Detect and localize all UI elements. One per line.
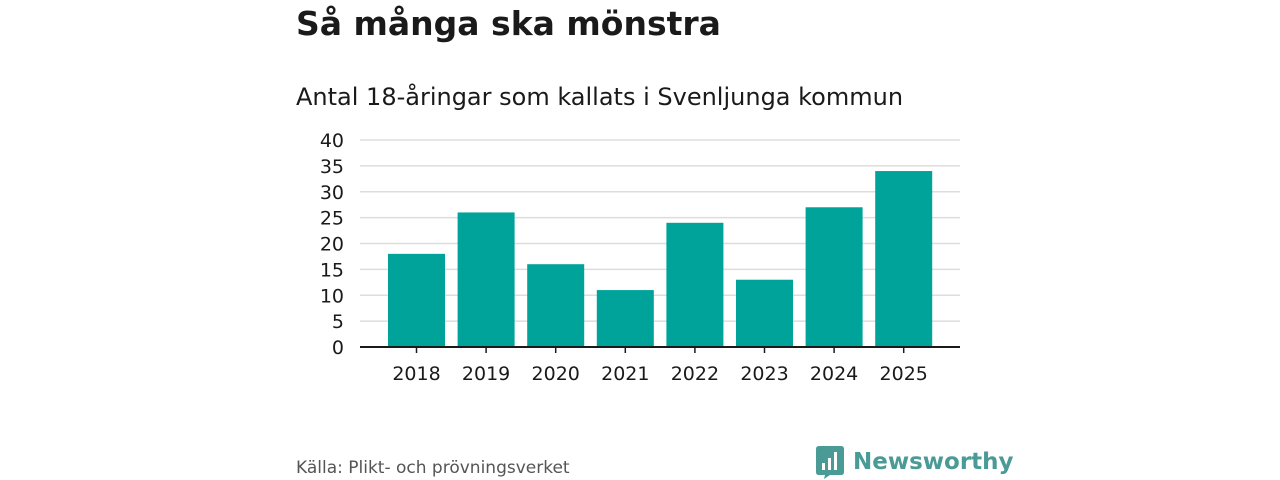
bar: [527, 264, 585, 347]
newsworthy-logo-icon: [816, 445, 844, 479]
x-tick-label: 2024: [810, 363, 858, 385]
y-tick-label: 30: [320, 182, 344, 204]
bar: [875, 171, 933, 347]
y-tick-label: 10: [320, 285, 344, 307]
x-tick-label: 2023: [740, 363, 788, 385]
y-tick-label: 5: [332, 311, 344, 333]
x-tick-label: 2021: [601, 363, 649, 385]
newsworthy-brand-name: Newsworthy: [853, 449, 1014, 475]
y-tick-label: 0: [332, 337, 344, 359]
chart-title: Så många ska mönstra: [296, 4, 721, 43]
y-tick-label: 20: [320, 234, 344, 256]
x-tick-label: 2018: [392, 363, 440, 385]
chart-subtitle: Antal 18-åringar som kallats i Svenljung…: [296, 83, 904, 111]
newsworthy-logo: Newsworthy: [816, 444, 1014, 480]
bar: [736, 279, 793, 347]
bar: [388, 253, 445, 347]
bar: [596, 290, 654, 347]
x-tick-label: 2025: [880, 363, 928, 385]
y-tick-label: 15: [320, 259, 344, 281]
bar: [457, 212, 515, 347]
y-tick-label: 35: [320, 156, 344, 178]
bar: [666, 222, 724, 347]
y-tick-label: 25: [320, 208, 344, 230]
source-note: Källa: Plikt- och prövningsverket: [296, 458, 570, 478]
y-tick-label: 40: [320, 130, 344, 152]
x-tick-label: 2020: [532, 363, 580, 385]
bar: [805, 207, 863, 347]
x-tick-label: 2022: [671, 363, 719, 385]
x-tick-label: 2019: [462, 363, 510, 385]
